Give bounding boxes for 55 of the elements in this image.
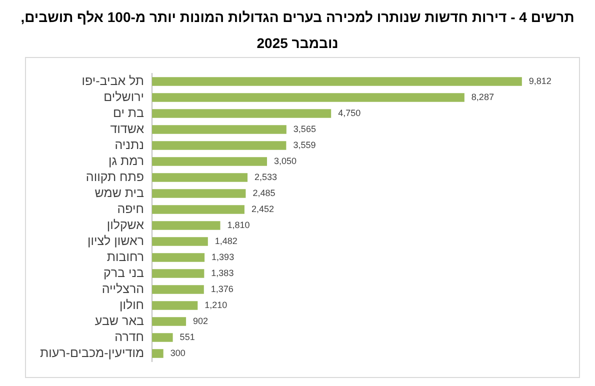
bar bbox=[152, 253, 205, 262]
bar bbox=[152, 205, 244, 214]
bar bbox=[152, 285, 204, 294]
y-tick-label: חולון bbox=[119, 298, 144, 312]
y-tick-label: פתח תקווה bbox=[86, 170, 144, 184]
bar bbox=[152, 141, 286, 150]
y-tick-label: אשדוד bbox=[110, 122, 144, 136]
bar bbox=[152, 189, 246, 198]
data-label: 9,812 bbox=[528, 76, 552, 86]
bar bbox=[152, 77, 522, 86]
y-tick-label: הרצלייה bbox=[102, 282, 144, 296]
y-tick-label: אשקלון bbox=[106, 218, 144, 232]
bar bbox=[152, 93, 464, 102]
data-label: 2,485 bbox=[252, 188, 276, 198]
data-label: 4,750 bbox=[338, 108, 361, 118]
data-label: 3,559 bbox=[293, 140, 316, 150]
data-label: 1,810 bbox=[227, 220, 250, 230]
y-tick-label: ירושלים bbox=[104, 90, 144, 104]
data-label: 2,452 bbox=[251, 204, 274, 214]
bar bbox=[152, 269, 204, 278]
chart-title: תרשים 4 - דירות חדשות שנותרו למכירה בערים הגדולות המונות יותר מ-100 אלף תושבים, נובמבר 2025 bbox=[20, 8, 576, 53]
data-label: 551 bbox=[180, 332, 195, 342]
bar bbox=[152, 237, 208, 246]
y-tick-label: רמת גן bbox=[108, 154, 144, 168]
y-tick-label: חדרה bbox=[114, 330, 144, 344]
data-label: 3,565 bbox=[293, 124, 316, 134]
data-label: 1,383 bbox=[211, 268, 234, 278]
bar bbox=[152, 125, 286, 134]
y-tick-label: מודיעין-מכבים-רעות bbox=[40, 346, 144, 360]
y-tick-label: ראשון לציון bbox=[87, 234, 144, 248]
bar bbox=[152, 109, 332, 118]
bar bbox=[152, 317, 186, 326]
y-tick-label: חיפה bbox=[117, 202, 144, 216]
bar bbox=[152, 301, 198, 310]
data-label: 8,287 bbox=[471, 92, 494, 102]
data-label: 3,050 bbox=[274, 156, 297, 166]
data-label: 1,482 bbox=[214, 236, 238, 246]
y-tick-label: בני ברק bbox=[103, 266, 145, 280]
bar bbox=[152, 333, 173, 342]
bar bbox=[152, 349, 164, 358]
y-tick-label: באר שבע bbox=[94, 314, 145, 328]
y-tick-label: רחובות bbox=[106, 250, 144, 264]
bar bbox=[152, 157, 268, 166]
data-label: 1,210 bbox=[204, 300, 228, 310]
bar bbox=[152, 173, 248, 182]
data-label: 300 bbox=[170, 348, 186, 358]
y-tick-label: בית שמש bbox=[94, 186, 145, 200]
data-label: 2,533 bbox=[254, 172, 278, 182]
data-label: 1,376 bbox=[210, 284, 234, 294]
y-tick-label: נתניה bbox=[114, 138, 144, 152]
bar bbox=[152, 221, 220, 230]
data-label: 1,393 bbox=[212, 252, 234, 262]
y-tick-label: בת ים bbox=[112, 106, 145, 120]
y-tick-label: תל אביב-יפו bbox=[82, 74, 144, 88]
data-label: 902 bbox=[193, 316, 208, 326]
